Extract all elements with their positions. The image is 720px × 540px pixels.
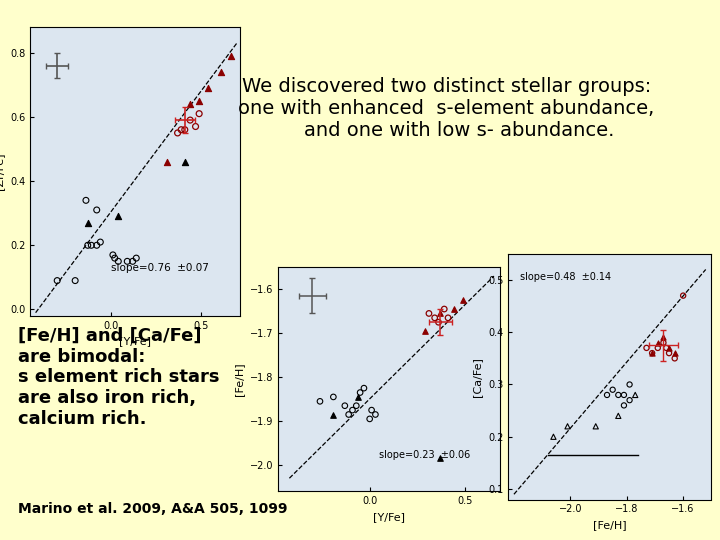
Point <box>624 396 635 404</box>
Point <box>442 314 454 322</box>
Point <box>647 349 658 357</box>
Text: slope=0.76  ±0.07: slope=0.76 ±0.07 <box>111 263 209 273</box>
Point <box>435 309 446 318</box>
Point <box>184 100 196 109</box>
Point <box>618 390 630 399</box>
Point <box>347 406 359 414</box>
Point <box>109 254 120 262</box>
Point <box>94 238 106 246</box>
Point <box>226 51 238 60</box>
Point <box>184 116 196 124</box>
Point <box>652 343 664 352</box>
Point <box>107 251 119 259</box>
Point <box>660 343 672 352</box>
Point <box>438 305 450 313</box>
Point <box>190 122 202 131</box>
Point <box>647 349 658 357</box>
Y-axis label: [Fe/H]: [Fe/H] <box>234 362 244 396</box>
Point <box>161 158 173 166</box>
Point <box>624 380 635 389</box>
Point <box>179 158 191 166</box>
Point <box>429 314 441 322</box>
Point <box>435 454 446 463</box>
Point <box>86 241 97 249</box>
Y-axis label: [Zr/Fe]: [Zr/Fe] <box>0 153 4 190</box>
Point <box>202 84 214 92</box>
Point <box>590 422 601 430</box>
Point <box>663 343 675 352</box>
Point <box>215 68 227 76</box>
Point <box>80 196 91 205</box>
Point <box>419 327 431 335</box>
Point <box>613 411 624 420</box>
Point <box>448 305 459 313</box>
Point <box>82 241 94 249</box>
Point <box>641 343 652 352</box>
Point <box>112 212 124 221</box>
Point <box>613 390 624 399</box>
Point <box>82 219 94 227</box>
X-axis label: [Y/Fe]: [Y/Fe] <box>120 336 151 346</box>
Point <box>127 257 138 266</box>
Y-axis label: [Ca/Fe]: [Ca/Fe] <box>472 357 482 396</box>
Point <box>122 257 133 266</box>
Point <box>548 433 559 441</box>
Point <box>112 257 124 266</box>
Point <box>353 393 364 401</box>
Point <box>328 393 339 401</box>
Point <box>354 388 366 397</box>
Text: slope=0.23  ±0.06: slope=0.23 ±0.06 <box>379 450 470 461</box>
Point <box>618 401 630 410</box>
Point <box>130 254 142 262</box>
Point <box>51 276 63 285</box>
Point <box>458 296 469 305</box>
Point <box>351 401 362 410</box>
X-axis label: [Y/Fe]: [Y/Fe] <box>373 512 405 522</box>
Point <box>562 422 573 430</box>
X-axis label: [Fe/H]: [Fe/H] <box>593 520 626 530</box>
Point <box>91 206 102 214</box>
Point <box>433 318 444 327</box>
Point <box>179 125 191 134</box>
Point <box>629 390 641 399</box>
Point <box>358 384 369 393</box>
Point <box>176 125 187 134</box>
Text: [Fe/H] and [Ca/Fe]
are bimodal:
s element rich stars
are also iron rich,
calcium: [Fe/H] and [Ca/Fe] are bimodal: s elemen… <box>18 327 220 428</box>
Point <box>91 241 102 249</box>
Point <box>423 309 435 318</box>
Point <box>343 410 354 419</box>
Text: Marino et al. 2009, A&A 505, 1099: Marino et al. 2009, A&A 505, 1099 <box>18 502 287 516</box>
Point <box>669 354 680 363</box>
Point <box>652 339 664 347</box>
Point <box>607 386 618 394</box>
Point <box>663 349 675 357</box>
Text: slope=0.48  ±0.14: slope=0.48 ±0.14 <box>520 272 611 282</box>
Point <box>669 349 680 357</box>
Point <box>194 97 205 105</box>
Point <box>194 109 205 118</box>
Point <box>69 276 81 285</box>
Point <box>657 333 669 342</box>
Point <box>657 339 669 347</box>
Point <box>366 406 377 414</box>
Point <box>339 401 351 410</box>
Point <box>314 397 325 406</box>
Point <box>172 129 184 137</box>
Point <box>678 291 689 300</box>
Point <box>328 410 339 419</box>
Point <box>364 415 375 423</box>
Point <box>369 410 381 419</box>
Text: We discovered two distinct stellar groups:
one with enhanced  s-element abundanc: We discovered two distinct stellar group… <box>238 77 654 139</box>
Point <box>601 390 613 399</box>
